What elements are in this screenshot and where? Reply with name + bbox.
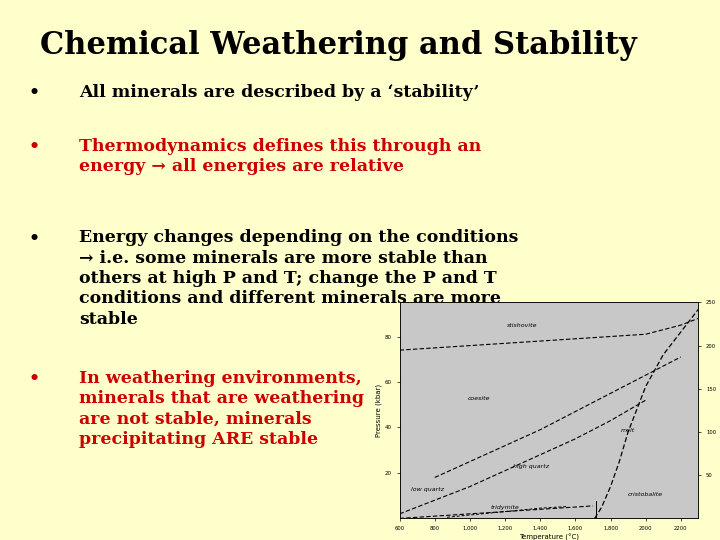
Y-axis label: Pressure (kbar): Pressure (kbar) [376, 384, 382, 437]
Text: stishovite: stishovite [508, 323, 538, 328]
Text: melt: melt [621, 428, 635, 433]
Text: coesite: coesite [467, 396, 490, 401]
Text: Thermodynamics defines this through an
energy → all energies are relative: Thermodynamics defines this through an e… [79, 138, 482, 175]
Text: low quartz: low quartz [411, 487, 444, 492]
X-axis label: Temperature (°C): Temperature (°C) [519, 534, 579, 540]
Text: high quartz: high quartz [513, 464, 549, 469]
Text: cristobalite: cristobalite [628, 491, 663, 497]
Text: •: • [29, 370, 40, 388]
Text: •: • [29, 84, 40, 102]
Text: tridymite: tridymite [490, 505, 520, 510]
Text: In weathering environments,
minerals that are weathering
are not stable, mineral: In weathering environments, minerals tha… [79, 370, 364, 448]
Text: •: • [29, 230, 40, 247]
Text: Chemical Weathering and Stability: Chemical Weathering and Stability [40, 30, 636, 60]
Text: All minerals are described by a ‘stability’: All minerals are described by a ‘stabili… [79, 84, 480, 100]
Text: •: • [29, 138, 40, 156]
Text: Energy changes depending on the conditions
→ i.e. some minerals are more stable : Energy changes depending on the conditio… [79, 230, 518, 327]
